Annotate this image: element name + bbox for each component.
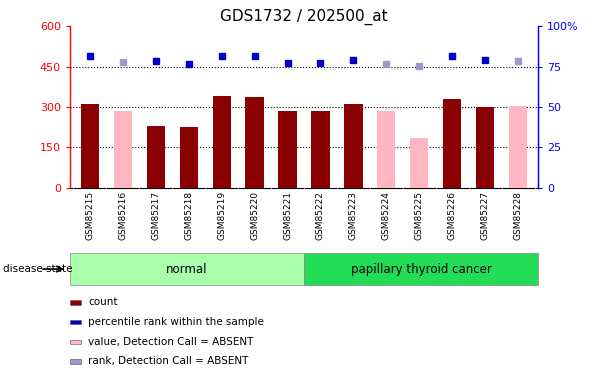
Bar [179, 127, 198, 188]
Bar [114, 111, 132, 188]
Text: GSM85225: GSM85225 [415, 191, 424, 240]
Text: GSM85216: GSM85216 [118, 191, 127, 240]
Bar [70, 253, 304, 285]
Bar [410, 138, 429, 188]
Title: GDS1732 / 202500_at: GDS1732 / 202500_at [220, 9, 388, 25]
Bar [70, 339, 81, 344]
Text: rank, Detection Call = ABSENT: rank, Detection Call = ABSENT [88, 356, 248, 366]
Bar [278, 111, 297, 188]
Text: GSM85217: GSM85217 [151, 191, 160, 240]
Bar [311, 111, 330, 188]
Text: GSM85218: GSM85218 [184, 191, 193, 240]
Bar [443, 99, 461, 188]
Text: GSM85228: GSM85228 [514, 191, 523, 240]
Bar [344, 104, 362, 188]
Text: value, Detection Call = ABSENT: value, Detection Call = ABSENT [88, 337, 254, 347]
Bar [147, 126, 165, 188]
Text: count: count [88, 297, 117, 307]
Text: normal: normal [166, 262, 208, 276]
Text: papillary thyroid cancer: papillary thyroid cancer [351, 262, 491, 276]
Bar [246, 98, 264, 188]
Bar [81, 104, 98, 188]
Text: GSM85222: GSM85222 [316, 191, 325, 240]
Bar [476, 107, 494, 188]
Bar [213, 96, 230, 188]
Text: GSM85226: GSM85226 [448, 191, 457, 240]
Text: GSM85221: GSM85221 [283, 191, 292, 240]
Text: GSM85219: GSM85219 [217, 191, 226, 240]
Bar [70, 300, 81, 304]
Bar [304, 253, 538, 285]
Text: GSM85220: GSM85220 [250, 191, 259, 240]
Text: disease state: disease state [3, 264, 72, 274]
Bar [378, 111, 395, 188]
Text: GSM85227: GSM85227 [481, 191, 490, 240]
Text: GSM85223: GSM85223 [349, 191, 358, 240]
Text: GSM85215: GSM85215 [85, 191, 94, 240]
Bar [510, 105, 527, 188]
Bar [70, 320, 81, 324]
Text: percentile rank within the sample: percentile rank within the sample [88, 317, 264, 327]
Text: GSM85224: GSM85224 [382, 191, 391, 240]
Bar [70, 359, 81, 364]
